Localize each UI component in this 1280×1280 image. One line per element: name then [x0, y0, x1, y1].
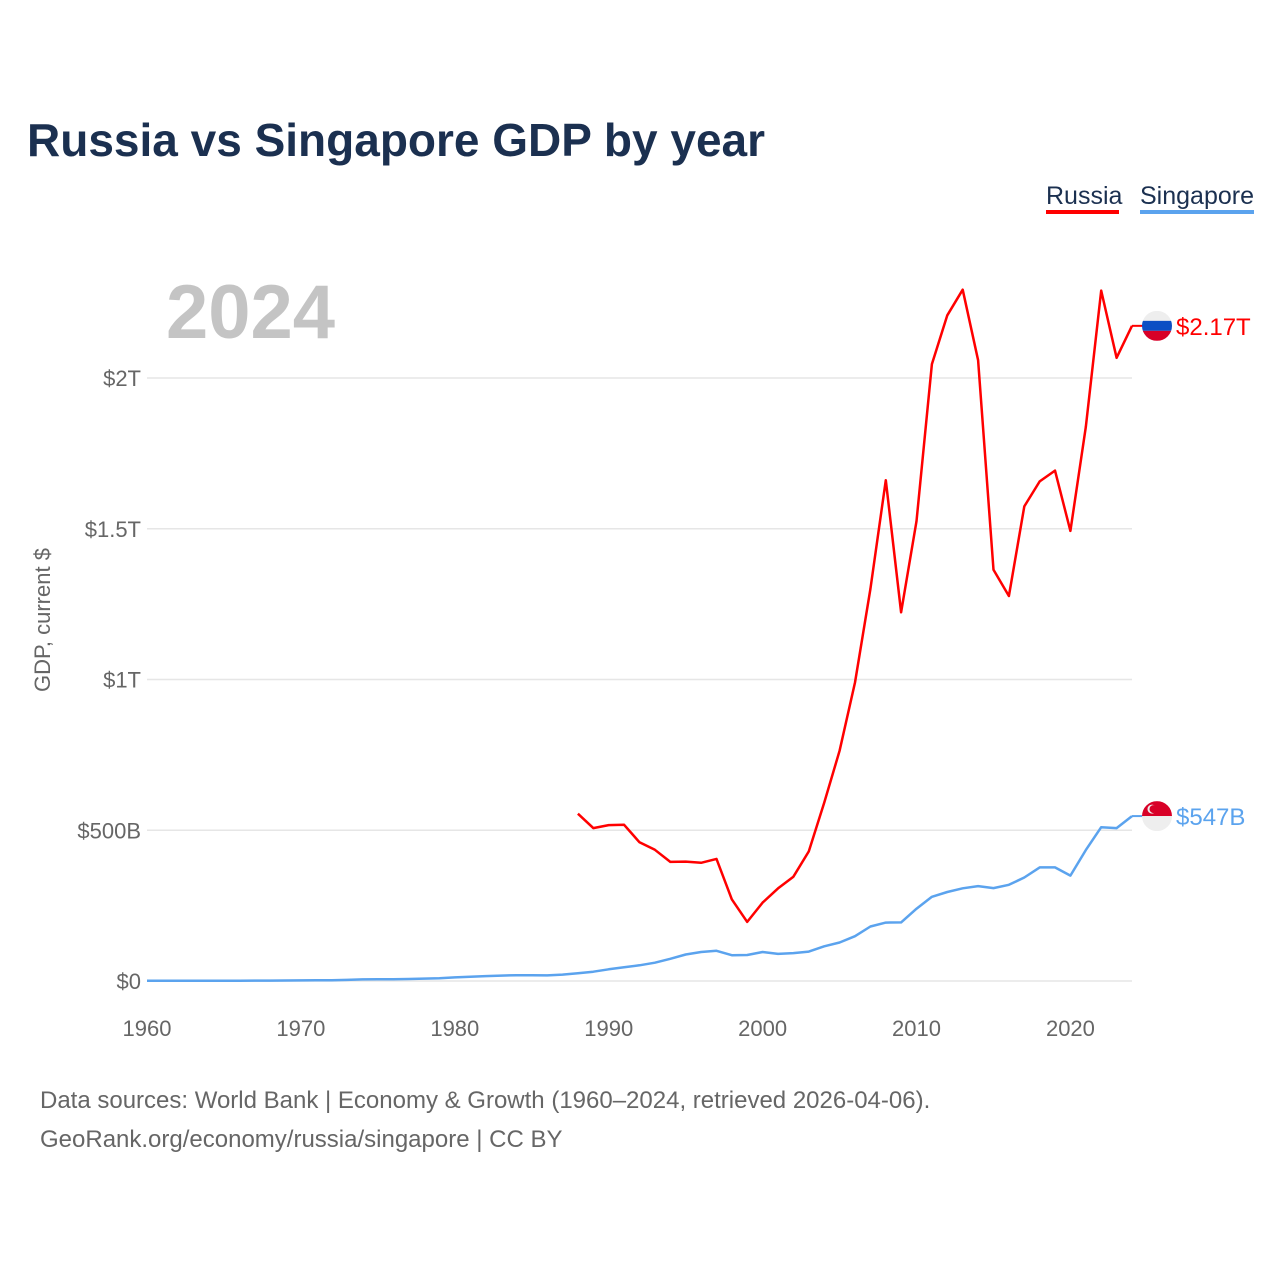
x-tick-label: 1960 — [123, 1016, 172, 1041]
grid — [147, 377, 1132, 982]
source-note: Data sources: World Bank | Economy & Gro… — [40, 1087, 930, 1114]
legend-russia[interactable]: Russia — [1046, 182, 1123, 214]
x-tick-label: 1980 — [430, 1016, 479, 1041]
x-tick-label: 2020 — [1046, 1016, 1095, 1041]
year-watermark: 2024 — [166, 270, 335, 355]
x-tick-label: 2000 — [738, 1016, 787, 1041]
y-axis: $0 $500B $1T $1.5T $2T — [77, 366, 141, 994]
y-tick-label: $0 — [117, 969, 141, 994]
end-value-label-russia: $2.17T — [1176, 314, 1251, 341]
russia-flag-icon — [1142, 310, 1172, 341]
series-end-markers: $2.17T $547B — [1132, 310, 1251, 832]
legend-swatch-singapore — [1140, 210, 1254, 214]
legend-label-russia: Russia — [1046, 182, 1123, 210]
legend-singapore[interactable]: Singapore — [1140, 182, 1254, 214]
legend-swatch-russia — [1046, 210, 1119, 214]
series-lines — [147, 288, 1134, 983]
x-axis: 1960 1970 1980 1990 2000 2010 2020 — [123, 1016, 1095, 1041]
legend-label-singapore: Singapore — [1140, 182, 1254, 210]
y-tick-label: $2T — [103, 366, 141, 391]
y-tick-label: $1.5T — [85, 517, 141, 542]
end-value-label-singapore: $547B — [1176, 804, 1245, 831]
series-line-russia — [577, 288, 1134, 924]
singapore-flag-icon — [1142, 801, 1172, 832]
chart-title: Russia vs Singapore GDP by year — [27, 114, 765, 166]
x-tick-label: 1990 — [584, 1016, 633, 1041]
x-tick-label: 1970 — [276, 1016, 325, 1041]
y-tick-label: $1T — [103, 668, 141, 693]
source-url[interactable]: GeoRank.org/economy/russia/singapore | C… — [40, 1126, 562, 1153]
x-tick-label: 2010 — [892, 1016, 941, 1041]
series-line-singapore — [147, 815, 1133, 983]
y-axis-label: GDP, current $ — [30, 548, 55, 692]
y-tick-label: $500B — [77, 818, 141, 843]
